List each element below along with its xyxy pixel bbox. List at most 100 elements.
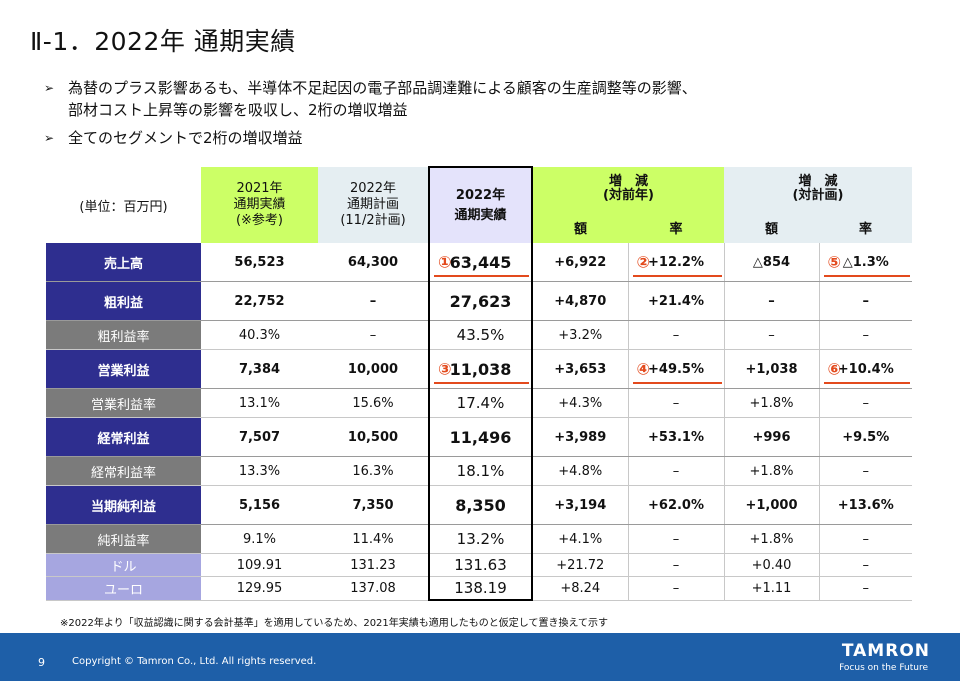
highlight-underline <box>632 382 722 384</box>
bullet-1: ➢ 為替のプラス影響あるも、半導体不足起因の電子部品調達難による顧客の生産調整等… <box>44 77 697 121</box>
cell-value: +4.8% <box>558 463 603 479</box>
table-row: 営業利益 7,384 10,000 ③ 11,038 +3,653 ④ +49.5% +1,03… <box>46 349 912 389</box>
header-2022-actual: 2022年 通期実績 <box>428 166 533 243</box>
cell-vp-rate: – <box>818 388 912 418</box>
cell-value: 15.6% <box>352 395 394 411</box>
cell-yoy-rate: – <box>627 320 724 350</box>
cell-value: +62.0% <box>648 497 704 513</box>
highlight-underline <box>823 382 910 384</box>
cell-plan: 131.23 <box>318 553 429 577</box>
cell-value: 64,300 <box>347 254 399 270</box>
marker-number-icon: ② <box>636 252 651 272</box>
table-row: ユーロ 129.95 137.08 138.19 +8.24 – +1.11 – <box>46 576 912 601</box>
cell-v2021: 9.1% <box>201 524 318 554</box>
header-2022-line-1: 2022年 <box>455 187 506 203</box>
table-row: 経常利益率 13.3% 16.3% 18.1% +4.8% – +1.8% – <box>46 456 912 486</box>
cell-value: 131.63 <box>454 556 507 574</box>
marker-number-icon: ④ <box>636 359 651 379</box>
cell-v2022: ① 63,445 <box>428 243 533 282</box>
cell-vp-amt: +1,038 <box>723 349 819 389</box>
cell-value: – <box>862 557 870 573</box>
cell-value: – <box>672 327 680 343</box>
cell-yoy-rate: ④ +49.5% <box>627 349 724 389</box>
cell-vp-amt: +1,000 <box>723 485 819 525</box>
cell-value: 137.08 <box>350 580 396 596</box>
cell-v2022: 11,496 <box>428 417 533 457</box>
marker-number-icon: ③ <box>438 359 452 379</box>
header-2021-actual: 2021年 通期実績 (※参考) <box>201 167 318 243</box>
cell-vp-rate: – <box>818 553 912 577</box>
cell-value: +10.4% <box>837 361 894 377</box>
cell-plan: 137.08 <box>318 576 429 601</box>
cell-plan: – <box>318 281 429 321</box>
cell-value: 7,350 <box>352 497 394 513</box>
brand-logo: TAMRON <box>841 641 930 661</box>
row-label: 営業利益 <box>46 349 201 389</box>
cell-value: – <box>369 293 377 309</box>
cell-plan: 64,300 <box>318 243 429 282</box>
cell-value: 13.3% <box>238 463 281 479</box>
header-vsplan-line-1: 増 減 <box>798 174 838 189</box>
brand-tagline: Focus on the Future <box>839 663 928 673</box>
cell-vp-amt: +996 <box>723 417 819 457</box>
cell-value: 9.1% <box>242 531 277 547</box>
cell-yoy-rate: +21.4% <box>627 281 724 321</box>
cell-value: +6,922 <box>554 254 607 270</box>
row-label: 経常利益 <box>46 417 201 457</box>
row-label: ドル <box>46 553 201 577</box>
cell-value: – <box>672 580 680 596</box>
cell-plan: 16.3% <box>318 456 429 486</box>
cell-vp-rate: – <box>818 456 912 486</box>
table-row: 経常利益 7,507 10,500 11,496 +3,989 +53.1% +996 +9.… <box>46 417 912 457</box>
footnote: ※2022年より「収益認識に関する会計基準」を適用しているため、2021年実績も… <box>60 618 608 629</box>
header-plan-line-1: 2022年 <box>349 181 397 196</box>
cell-value: +1.8% <box>749 531 794 547</box>
cell-v2022: 43.5% <box>428 320 533 350</box>
cell-value: 11,038 <box>449 359 512 379</box>
cell-vp-rate: ⑤ △1.3% <box>818 243 912 282</box>
cell-v2022: 18.1% <box>428 456 533 486</box>
row-label: ユーロ <box>46 576 201 601</box>
cell-value: 131.23 <box>350 557 396 573</box>
cell-yoy-rate: – <box>627 456 724 486</box>
cell-v2022: 131.63 <box>428 553 533 577</box>
cell-value: 13.1% <box>238 395 281 411</box>
header-vsplan-line-2: (対計画) <box>792 188 844 203</box>
cell-yoy-amt: +6,922 <box>531 243 628 282</box>
cell-vp-rate: ⑥ +10.4% <box>818 349 912 389</box>
cell-yoy-rate: +53.1% <box>627 417 724 457</box>
cell-yoy-amt: +3,989 <box>531 417 628 457</box>
results-table-body: 売上高 56,523 64,300 ① 63,445 +6,922 ② +12.2% △854 ⑤… <box>46 243 912 601</box>
cell-plan: 15.6% <box>318 388 429 418</box>
cell-value: 63,445 <box>449 252 512 272</box>
row-label: 当期純利益 <box>46 485 201 525</box>
cell-yoy-rate: – <box>627 553 724 577</box>
subheader-vsplan-rate: 率 <box>819 211 912 243</box>
cell-v2021: 7,507 <box>201 417 318 457</box>
cell-value: +4.3% <box>558 395 603 411</box>
cell-v2021: 13.3% <box>201 456 318 486</box>
cell-value: +53.1% <box>648 429 704 445</box>
row-label: 売上高 <box>46 243 201 282</box>
cell-vp-rate: – <box>818 281 912 321</box>
cell-value: +3,653 <box>554 361 607 377</box>
cell-yoy-amt: +21.72 <box>531 553 628 577</box>
cell-value: 10,000 <box>347 361 399 377</box>
cell-yoy-rate: +62.0% <box>627 485 724 525</box>
cell-value: △854 <box>752 254 791 270</box>
cell-v2021: 129.95 <box>201 576 318 601</box>
cell-value: +1.11 <box>751 580 792 596</box>
footer-bar: 9 Copyright © Tamron Co., Ltd. All right… <box>0 633 960 681</box>
row-label: 純利益率 <box>46 524 201 554</box>
arrow-bullet-icon: ➢ <box>44 81 55 95</box>
bullet-1-line-2: 部材コスト上昇等の影響を吸収し、2桁の増収増益 <box>68 101 408 119</box>
cell-vp-amt: △854 <box>723 243 819 282</box>
cell-v2022: 17.4% <box>428 388 533 418</box>
cell-plan: 10,500 <box>318 417 429 457</box>
cell-value: 43.5% <box>456 326 505 344</box>
cell-value: – <box>672 463 680 479</box>
header-change-yoy: 増 減 (対前年) <box>532 167 724 211</box>
cell-vp-rate: – <box>818 320 912 350</box>
header-yoy-line-1: 増 減 <box>608 174 648 189</box>
table-row: 営業利益率 13.1% 15.6% 17.4% +4.3% – +1.8% – <box>46 388 912 418</box>
